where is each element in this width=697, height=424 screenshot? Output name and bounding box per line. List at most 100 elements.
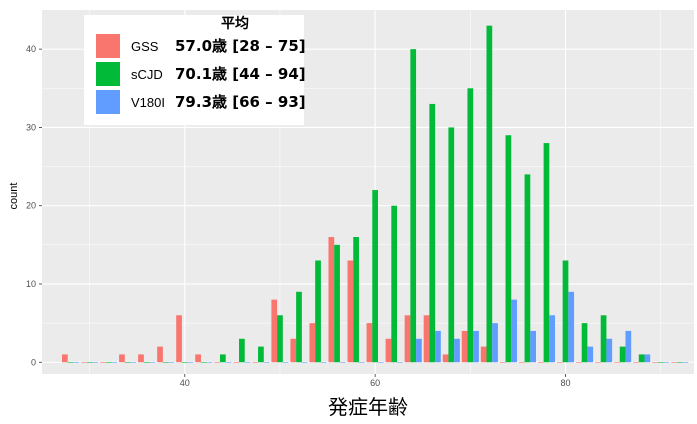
bar-scjd (676, 362, 683, 363)
bar-gss (309, 323, 316, 363)
y-tick-label: 30 (26, 122, 36, 132)
bar-gss (195, 354, 201, 363)
legend-background (84, 15, 304, 125)
bar-v180i (644, 354, 651, 363)
x-axis-ticks: 40 60 80 (180, 374, 571, 388)
bar-gss (328, 237, 335, 363)
bar-gss (61, 354, 68, 363)
bar-v180i (454, 338, 460, 363)
bar-scjd (296, 291, 302, 363)
bar-gss (176, 315, 182, 363)
bar-v180i (663, 362, 670, 363)
bar-v180i (587, 346, 594, 363)
bars (61, 25, 689, 363)
bar-v180i (492, 323, 498, 363)
x-tick-label: 40 (180, 378, 190, 388)
bar-v180i (377, 362, 384, 363)
bar-scjd (239, 338, 245, 363)
bar-scjd (467, 88, 474, 363)
bar-scjd (124, 362, 131, 363)
bar-v180i (530, 330, 536, 363)
legend-label-gss: GSS (131, 39, 159, 54)
bar-scjd (600, 315, 607, 363)
bar-v180i (320, 362, 327, 363)
bar-scjd (86, 362, 93, 363)
bar-gss (556, 362, 563, 363)
bar-scjd (105, 362, 112, 363)
y-axis-ticks: 0 10 20 30 40 (26, 44, 42, 367)
bar-scjd (619, 346, 626, 363)
bar-v180i (568, 291, 575, 363)
bar-scjd (181, 362, 188, 363)
bar-v180i (339, 362, 346, 363)
legend-stats-gss: 57.0歳 [28 – 75] (175, 37, 306, 55)
bar-scjd (657, 362, 664, 363)
bar-scjd (353, 237, 359, 363)
legend-key-gss (96, 34, 120, 58)
bar-v180i (358, 362, 365, 363)
bar-v180i (149, 362, 156, 363)
bar-gss (366, 323, 373, 363)
bar-scjd (429, 103, 436, 363)
legend-key-scjd (96, 62, 120, 86)
bar-gss (119, 354, 125, 363)
y-tick-label: 20 (26, 201, 36, 211)
bar-v180i (435, 330, 441, 363)
bar-v180i (606, 338, 613, 363)
bar-scjd (334, 244, 340, 363)
bar-scjd (162, 362, 169, 363)
legend-stats-scjd: 70.1歳 [44 – 94] (175, 65, 306, 83)
bar-v180i (511, 299, 517, 363)
x-tick-label: 60 (370, 378, 380, 388)
bar-v180i (263, 362, 270, 363)
bar-v180i (282, 362, 289, 363)
bar-v180i (92, 362, 99, 363)
bar-scjd (200, 362, 207, 363)
bar-scjd (448, 127, 455, 363)
bar-scjd (219, 354, 226, 363)
bar-gss (271, 299, 278, 363)
bar-gss (537, 362, 544, 363)
bar-gss (614, 362, 620, 363)
bar-scjd (391, 205, 398, 363)
bar-gss (290, 338, 297, 363)
bar-v180i (225, 362, 232, 363)
legend-label-v180i: V180I (131, 95, 165, 110)
bar-scjd (410, 49, 417, 363)
bar-v180i (168, 362, 175, 363)
legend-label-scjd: sCJD (131, 67, 163, 82)
bar-scjd (543, 143, 550, 363)
legend: 平均 GSS 57.0歳 [28 – 75] sCJD 70.1歳 [44 – … (84, 15, 306, 125)
y-tick-label: 0 (31, 357, 36, 367)
bar-v180i (416, 338, 422, 363)
legend-key-v180i (96, 90, 120, 114)
bar-scjd (638, 354, 645, 363)
bar-gss (442, 354, 449, 363)
bar-gss (423, 315, 430, 363)
bar-gss (214, 362, 220, 363)
bar-scjd (315, 260, 321, 363)
bar-v180i (73, 362, 80, 363)
bar-v180i (301, 362, 308, 363)
bar-gss (652, 362, 658, 363)
bar-v180i (549, 315, 556, 363)
y-axis-label: count (8, 183, 20, 210)
bar-gss (347, 260, 354, 363)
bar-scjd (486, 25, 493, 363)
bar-scjd (524, 174, 531, 363)
bar-gss (138, 354, 144, 363)
y-tick-label: 10 (26, 279, 36, 289)
bar-v180i (682, 362, 689, 363)
bar-gss (499, 362, 506, 363)
bar-scjd (258, 346, 264, 363)
bar-gss (81, 362, 87, 363)
bar-gss (385, 338, 392, 363)
bar-gss (633, 362, 639, 363)
bar-v180i (187, 362, 194, 363)
bar-v180i (111, 362, 118, 363)
bar-gss (404, 315, 411, 363)
bar-gss (671, 362, 677, 363)
bar-scjd (581, 323, 588, 363)
bar-gss (595, 362, 601, 363)
